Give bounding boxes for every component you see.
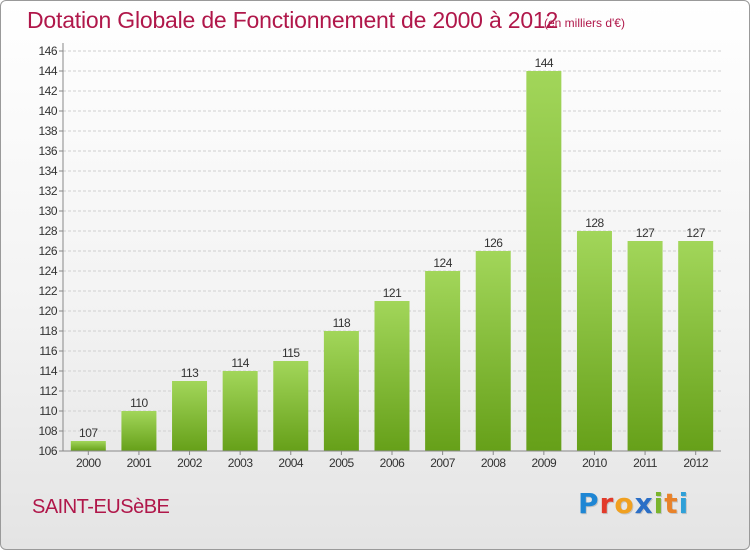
bar-value-label: 124 [433,256,452,270]
y-tick-label: 118 [39,324,57,338]
bar-value-label: 115 [282,346,300,360]
bar [678,241,714,451]
y-tick-label: 120 [38,304,57,318]
bar-value-label: 144 [535,56,554,70]
bar [374,301,410,451]
bar [121,411,157,451]
bar-value-label: 110 [130,396,148,410]
bar-value-label: 114 [231,356,249,370]
x-tick-label: 2011 [633,456,658,470]
bar-value-label: 118 [333,316,351,330]
bar-value-label: 127 [636,226,655,240]
bar [222,371,258,451]
bar-value-label: 126 [484,236,503,250]
y-tick-label: 112 [39,384,57,398]
y-tick-label: 132 [38,184,57,198]
x-tick-label: 2005 [329,456,355,470]
y-tick-label: 110 [39,404,57,418]
logo-letter: o [614,487,635,520]
y-tick-label: 130 [38,204,57,218]
chart-subtitle: (en milliers d'€) [544,16,625,30]
x-tick-label: 2007 [430,456,456,470]
bar [273,361,309,451]
logo-letter: t [664,487,679,520]
bar [70,441,106,451]
y-tick-label: 122 [38,284,57,298]
bar [627,241,663,451]
bar-value-label: 128 [585,216,604,230]
logo-letter: i [653,487,665,520]
bar [576,231,612,451]
y-tick-label: 128 [38,224,57,238]
x-tick-label: 2001 [127,456,153,470]
axes: 106 108 110 112 114 116 118 120 122 124 126 128 130 1… [38,43,721,470]
bar-value-label: 107 [79,426,98,440]
bar-value-label: 127 [686,226,705,240]
x-tick-label: 2009 [531,456,557,470]
x-tick-label: 2010 [582,456,608,470]
logo-letter: x [634,487,654,520]
chart-title: Dotation Globale de Fonctionnement de 20… [27,7,559,33]
y-tick-label: 144 [38,64,57,78]
commune-name: SAINT-EUSèBE [32,496,170,518]
y-tick-label: 146 [38,44,57,58]
proxiti-logo: Proxiti [578,487,689,520]
y-tick-label: 114 [39,364,57,378]
y-tick-label: 136 [38,144,57,158]
x-tick-label: 2004 [278,456,304,470]
bar [526,71,562,451]
y-tick-label: 108 [38,424,57,438]
y-tick-label: 126 [38,244,57,258]
logo-letter: P [578,487,600,520]
y-tick-label: 124 [38,264,57,278]
bars: 107 110 113 114 115 118 121 124 126 144 128 127 127 [70,56,714,451]
logo-letter: i [678,487,690,520]
bar-value-label: 113 [181,366,199,380]
bar-value-label: 121 [383,286,402,300]
logo-letter: r [599,487,615,520]
x-tick-label: 2000 [76,456,102,470]
y-tick-label: 138 [38,124,57,138]
bar [172,381,208,451]
x-tick-label: 2008 [481,456,507,470]
y-tick-label: 106 [38,444,57,458]
x-tick-label: 2012 [683,456,709,470]
x-tick-label: 2002 [177,456,203,470]
x-tick-label: 2006 [380,456,406,470]
bar [425,271,461,451]
bar [475,251,511,451]
bar [323,331,359,451]
y-tick-label: 116 [39,344,57,358]
y-tick-label: 142 [38,84,57,98]
y-tick-label: 134 [38,164,57,178]
x-tick-label: 2003 [228,456,254,470]
y-tick-label: 140 [38,104,57,118]
